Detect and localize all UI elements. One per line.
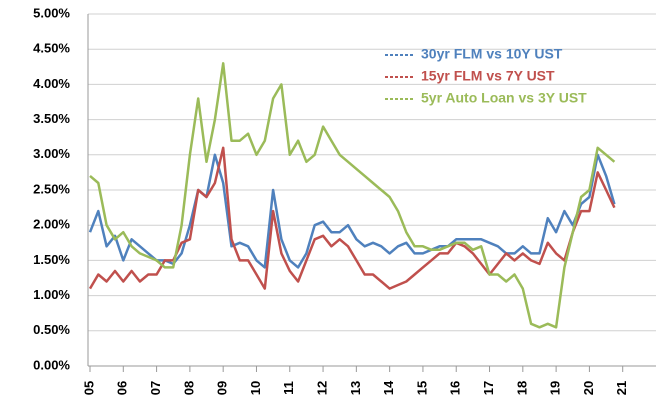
x-tick-label: 08 — [181, 381, 196, 395]
y-tick-label: 0.50% — [33, 322, 70, 337]
y-tick-label: 0.00% — [33, 357, 70, 372]
x-tick-label: 15 — [414, 381, 429, 395]
x-tick-label: 07 — [148, 381, 163, 395]
x-tick-label: 21 — [614, 381, 629, 395]
legend-label: 30yr FLM vs 10Y UST — [421, 46, 563, 62]
x-tick-label: 10 — [248, 381, 263, 395]
y-tick-label: 3.00% — [33, 146, 70, 161]
x-tick-label: 20 — [581, 381, 596, 395]
y-tick-label: 4.50% — [33, 41, 70, 56]
y-tick-label: 1.00% — [33, 287, 70, 302]
x-tick-label: 16 — [448, 381, 463, 395]
x-tick-label: 19 — [548, 381, 563, 395]
y-tick-label: 1.50% — [33, 252, 70, 267]
x-tick-label: 05 — [81, 381, 96, 395]
y-tick-label: 4.00% — [33, 76, 70, 91]
y-tick-label: 2.50% — [33, 181, 70, 196]
x-tick-label: 18 — [514, 381, 529, 395]
series-line — [88, 153, 616, 269]
y-tick-label: 5.00% — [33, 5, 70, 20]
x-tick-label: 06 — [115, 381, 130, 395]
x-tick-label: 17 — [481, 381, 496, 395]
legend-label: 5yr Auto Loan vs 3Y UST — [421, 90, 587, 106]
series-line — [89, 62, 616, 329]
x-tick-label: 14 — [381, 380, 396, 395]
legend-label: 15yr FLM vs 7Y UST — [421, 68, 555, 84]
x-tick-label: 09 — [215, 381, 230, 395]
y-tick-label: 2.00% — [33, 217, 70, 232]
x-tick-label: 12 — [314, 381, 329, 395]
x-tick-label: 13 — [348, 381, 363, 395]
x-tick-label: 11 — [281, 381, 296, 395]
y-tick-label: 3.50% — [33, 111, 70, 126]
